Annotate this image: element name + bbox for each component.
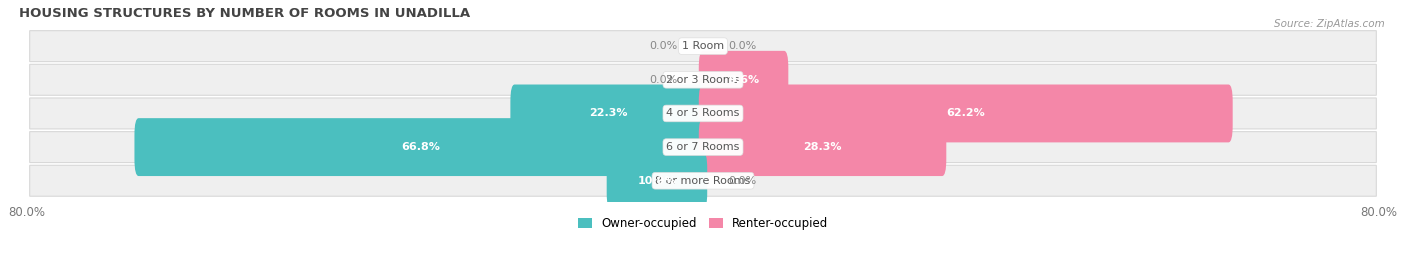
FancyBboxPatch shape	[30, 31, 1376, 62]
Text: 0.0%: 0.0%	[650, 75, 678, 85]
Text: 0.0%: 0.0%	[728, 176, 756, 186]
Text: 0.0%: 0.0%	[728, 41, 756, 51]
Text: 9.6%: 9.6%	[728, 75, 759, 85]
FancyBboxPatch shape	[135, 118, 707, 176]
FancyBboxPatch shape	[30, 131, 1376, 163]
FancyBboxPatch shape	[30, 98, 1376, 129]
FancyBboxPatch shape	[30, 64, 1376, 95]
Text: 4 or 5 Rooms: 4 or 5 Rooms	[666, 109, 740, 119]
Text: 0.0%: 0.0%	[650, 41, 678, 51]
Text: 10.9%: 10.9%	[638, 176, 676, 186]
Text: 66.8%: 66.8%	[401, 142, 440, 152]
Text: 62.2%: 62.2%	[946, 109, 986, 119]
FancyBboxPatch shape	[607, 152, 707, 210]
Text: 2 or 3 Rooms: 2 or 3 Rooms	[666, 75, 740, 85]
Legend: Owner-occupied, Renter-occupied: Owner-occupied, Renter-occupied	[572, 212, 834, 235]
FancyBboxPatch shape	[699, 85, 1233, 142]
Text: 8 or more Rooms: 8 or more Rooms	[655, 176, 751, 186]
FancyBboxPatch shape	[30, 165, 1376, 196]
Text: HOUSING STRUCTURES BY NUMBER OF ROOMS IN UNADILLA: HOUSING STRUCTURES BY NUMBER OF ROOMS IN…	[18, 7, 470, 20]
Text: Source: ZipAtlas.com: Source: ZipAtlas.com	[1274, 19, 1385, 29]
FancyBboxPatch shape	[699, 51, 789, 109]
Text: 6 or 7 Rooms: 6 or 7 Rooms	[666, 142, 740, 152]
Text: 22.3%: 22.3%	[589, 109, 628, 119]
FancyBboxPatch shape	[699, 118, 946, 176]
FancyBboxPatch shape	[510, 85, 707, 142]
Text: 28.3%: 28.3%	[803, 142, 842, 152]
Text: 1 Room: 1 Room	[682, 41, 724, 51]
